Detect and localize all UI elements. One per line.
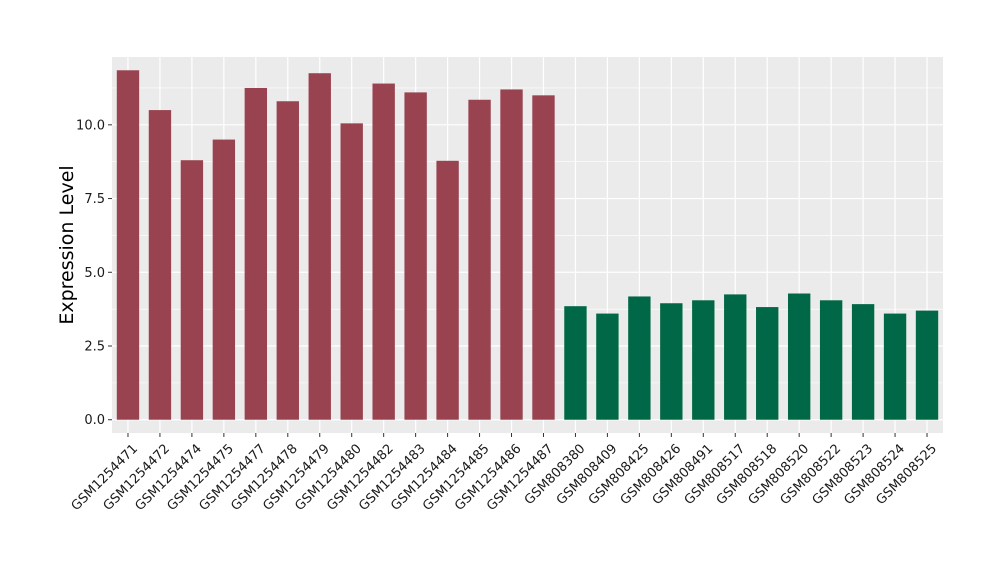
bar bbox=[180, 160, 204, 420]
x-axis-ticks: GSM1254471GSM1254472GSM1254474GSM1254475… bbox=[69, 433, 940, 514]
bar bbox=[436, 160, 459, 420]
bar bbox=[500, 89, 523, 420]
bar bbox=[148, 110, 172, 420]
panel-background bbox=[112, 57, 943, 433]
bar bbox=[851, 304, 875, 420]
bar bbox=[660, 303, 683, 420]
y-axis-ticks: 0.0 2.5 5.0 7.5 10.0 bbox=[76, 118, 112, 428]
y-tick-label: 7.5 bbox=[84, 192, 105, 207]
bar bbox=[787, 293, 811, 420]
bar bbox=[212, 139, 236, 420]
bar bbox=[404, 92, 427, 420]
bar bbox=[372, 83, 395, 420]
y-axis-title: Expression Level bbox=[56, 165, 78, 324]
bars bbox=[116, 70, 939, 420]
bar bbox=[468, 99, 491, 420]
bar bbox=[883, 313, 907, 420]
y-tick-label: 5.0 bbox=[84, 266, 105, 281]
y-tick-label: 2.5 bbox=[84, 340, 105, 355]
y-tick-label: 10.0 bbox=[76, 118, 105, 133]
bar bbox=[564, 306, 587, 420]
bar bbox=[819, 300, 843, 420]
bar bbox=[724, 294, 747, 420]
bar bbox=[244, 87, 268, 420]
bar bbox=[756, 307, 779, 420]
bar bbox=[116, 70, 140, 420]
bar bbox=[628, 296, 651, 420]
y-tick-label: 0.0 bbox=[84, 413, 105, 428]
bar bbox=[915, 310, 939, 420]
bar bbox=[340, 123, 363, 420]
bar bbox=[532, 95, 555, 420]
bar bbox=[692, 300, 715, 420]
bar bbox=[596, 313, 619, 420]
bar bbox=[308, 73, 331, 420]
bar bbox=[276, 101, 299, 420]
